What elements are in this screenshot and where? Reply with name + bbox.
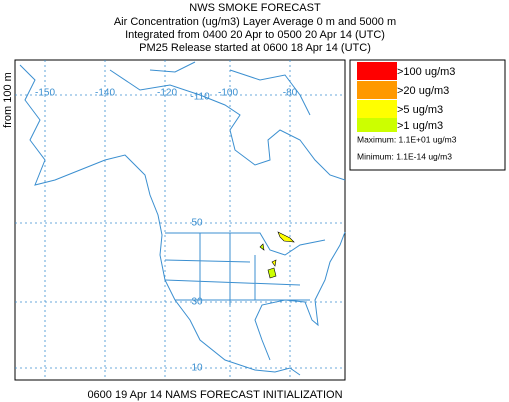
legend-label: >1 ug/m3 [397, 120, 443, 132]
longitude-label: -100 [218, 88, 238, 99]
legend-label: >100 ug/m3 [397, 66, 455, 78]
longitude-label: -110 [190, 92, 210, 103]
legend-label: >20 ug/m3 [397, 85, 449, 97]
height-label: from 100 m [2, 72, 14, 128]
legend-label: >5 ug/m3 [397, 104, 443, 116]
legend-swatch [357, 100, 397, 118]
coastlines [19, 61, 346, 376]
latitude-label: 50 [191, 218, 203, 229]
minimum: Minimum: 1.1E-14 ug/m3 [357, 151, 452, 161]
graticule [15, 60, 345, 380]
maximum: Maximum: 1.1E+01 ug/m3 [357, 134, 457, 144]
latitude-label: 10 [191, 363, 203, 374]
latitude-label: 30 [191, 297, 203, 308]
legend-swatch [357, 81, 397, 99]
footer: 0600 19 Apr 14 NAMS FORECAST INITIALIZAT… [87, 389, 342, 401]
longitude-label: -120 [157, 88, 177, 99]
longitude-label: -150 [35, 88, 55, 99]
subtitle: Integrated from 0400 20 Apr to 0500 20 A… [125, 29, 385, 41]
legend: >100 ug/m3 >20 ug/m3 >5 ug/m3 >1 ug/m3 [357, 62, 455, 132]
subtitle: Air Concentration (ug/m3) Layer Average … [114, 16, 396, 28]
smoke-plumes [259, 231, 295, 279]
longitude-label: -80 [283, 88, 298, 99]
legend-swatch [357, 62, 397, 80]
subtitle: PM25 Release started at 0600 18 Apr 14 (… [139, 42, 371, 54]
title: NWS SMOKE FORECAST [189, 2, 321, 14]
map-frame [14, 59, 346, 381]
grid-labels: -150 -140 -120 -110 -100 -80 50 30 10 [35, 88, 298, 374]
longitude-label: -140 [95, 88, 115, 99]
legend-swatch [357, 118, 397, 132]
